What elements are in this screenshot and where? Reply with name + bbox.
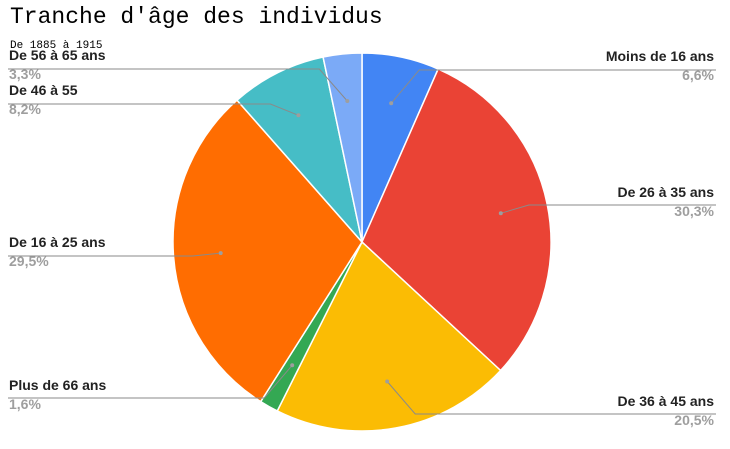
leader-line-de-56-a-65-ans	[8, 68, 348, 102]
slice-value-de-46-a-55: 8,2%	[9, 101, 41, 117]
pie-slice-de-56-a-65-ans	[322, 52, 363, 243]
slice-labels: Moins de 16 ans 6,6% De 26 à 35 ans 30,3% De…	[9, 47, 715, 428]
leader-line-de-26-a-35-ans	[500, 204, 716, 214]
chart-subtitle: De 1885 à 1915	[10, 40, 103, 52]
leader-line-moins-de-16-ans	[390, 69, 716, 104]
leader-dot-de-36-a-45-ans	[385, 379, 390, 384]
leader-dot-de-56-a-65-ans	[345, 99, 350, 103]
chart-title: Tranche d'âge des individus	[10, 4, 383, 30]
leader-dot-de-26-a-35-ans	[498, 211, 503, 216]
leader-dot-plus-de-66-ans	[290, 363, 295, 368]
slice-value-de-56-a-65-ans: 3,3%	[9, 66, 41, 82]
pie-slices	[172, 52, 552, 432]
slice-value-plus-de-66-ans: 1,6%	[9, 396, 41, 412]
leader-lines	[8, 68, 716, 415]
pie-slice-de-26-a-35-ans	[361, 68, 552, 372]
slice-label-de-36-a-45-ans: De 36 à 45 ans	[617, 393, 714, 409]
slice-label-plus-de-66-ans: Plus de 66 ans	[9, 377, 106, 393]
leader-dot-moins-de-16-ans	[389, 101, 394, 106]
leader-line-de-16-a-25-ans	[8, 252, 221, 257]
slice-label-de-26-a-35-ans: De 26 à 35 ans	[617, 184, 714, 200]
leader-line-plus-de-66-ans	[8, 364, 293, 399]
leader-line-de-36-a-45-ans	[386, 381, 716, 415]
slice-value-de-26-a-35-ans: 30,3%	[674, 203, 714, 219]
slice-value-de-36-a-45-ans: 20,5%	[674, 412, 714, 428]
pie-slice-de-16-a-25-ans	[172, 99, 363, 403]
leader-line-de-46-a-55	[8, 103, 299, 116]
slice-value-moins-de-16-ans: 6,6%	[682, 67, 714, 83]
pie-slice-de-46-a-55	[235, 56, 364, 245]
leader-dot-de-16-a-25-ans	[218, 251, 223, 256]
slice-label-de-46-a-55: De 46 à 55	[9, 82, 78, 98]
slice-label-de-56-a-65-ans: De 56 à 65 ans	[9, 47, 106, 63]
slice-label-moins-de-16-ans: Moins de 16 ans	[606, 48, 714, 64]
slice-label-de-16-a-25-ans: De 16 à 25 ans	[9, 234, 106, 250]
leader-dot-de-46-a-55	[296, 113, 301, 118]
pie-slice-de-36-a-45-ans	[276, 240, 502, 432]
slice-value-de-16-a-25-ans: 29,5%	[9, 253, 49, 269]
